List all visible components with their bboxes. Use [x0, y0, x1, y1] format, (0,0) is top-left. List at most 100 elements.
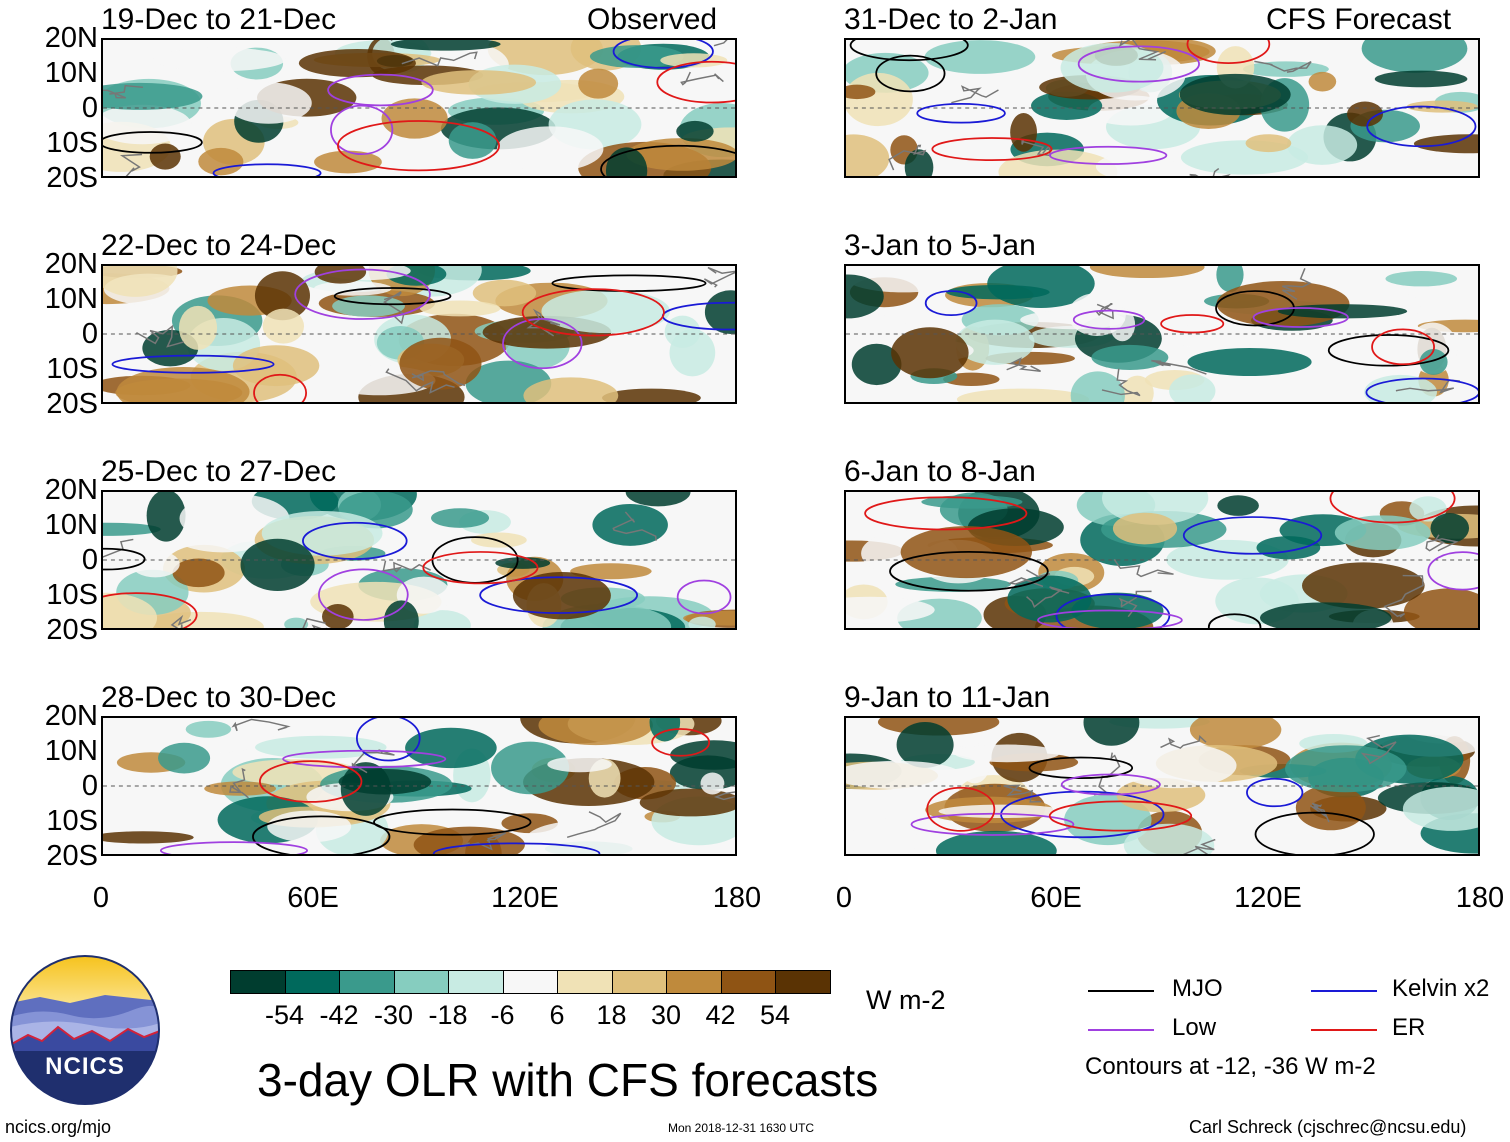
contour-er: [422, 551, 539, 585]
anomaly-blob: [700, 772, 725, 795]
coastline: [1003, 784, 1042, 803]
y-tick-label: 10N: [44, 283, 98, 315]
y-tick-label: 10N: [44, 735, 98, 767]
colorbar-tick-label: 42: [705, 1000, 736, 1030]
coastline: [385, 368, 455, 394]
olr-map-panel: [844, 716, 1480, 856]
anomaly-blob: [1403, 588, 1478, 628]
coastline: [1160, 734, 1207, 749]
coastline: [1118, 40, 1166, 61]
contour-kelvin-x2: [111, 354, 275, 374]
forecast-header: CFS Forecast: [1266, 3, 1452, 36]
anomaly-blob: [471, 532, 527, 548]
coastline: [1118, 590, 1152, 618]
contour-low: [294, 268, 431, 320]
colorbar-swatch: [339, 970, 395, 994]
anomaly-blob: [1112, 512, 1178, 545]
contour-kelvin-x2: [612, 40, 714, 69]
y-tick-label: 10N: [44, 57, 98, 89]
anomaly-blob: [103, 82, 203, 110]
olr-map-panel: [844, 38, 1480, 178]
credit: Carl Schreck (cjschrec@ncsu.edu): [1189, 1117, 1467, 1137]
anomaly-blob: [178, 305, 218, 350]
anomaly-blob: [896, 721, 954, 768]
contour-mjo: [849, 40, 969, 62]
y-tick-label: 20N: [44, 248, 98, 280]
contour-low: [1427, 551, 1478, 591]
anomaly-blob: [198, 147, 244, 176]
anomaly-blob: [625, 492, 691, 507]
colorbar-swatch: [775, 970, 831, 994]
legend-low-label: Low: [1172, 1014, 1217, 1041]
anomaly-blob: [846, 274, 884, 319]
coastline: [526, 308, 561, 337]
anomaly-blob: [103, 592, 158, 628]
anomaly-blob: [592, 504, 668, 546]
contour-er: [253, 373, 308, 402]
anomaly-blob: [523, 377, 619, 402]
contour-mjo: [889, 550, 1049, 592]
x-tick-label: 60E: [287, 882, 339, 914]
contour-mjo: [252, 815, 391, 854]
colorbar-tick-label: 54: [759, 1000, 791, 1030]
olr-map-panel: [101, 264, 737, 404]
coastline: [103, 538, 134, 558]
anomaly-blob: [998, 149, 1118, 176]
colorbar-swatch: [720, 970, 776, 994]
panel-title: 22-Dec to 24-Dec: [101, 229, 337, 262]
contour-mjo: [333, 287, 452, 306]
panel-title: 3-Jan to 5-Jan: [844, 229, 1036, 262]
contour-kelvin-x2: [924, 290, 978, 317]
anomaly-blob: [1242, 61, 1329, 77]
coastline: [888, 144, 927, 171]
chart-title: 3-day OLR with CFS forecasts: [257, 1054, 879, 1106]
coastline: [951, 85, 999, 104]
coastline: [302, 617, 326, 628]
x-tick-label: 180: [1455, 882, 1505, 914]
anomaly-blob: [1121, 375, 1154, 402]
contour-note: Contours at -12, -36 W m-2: [1085, 1053, 1376, 1080]
contour-er: [931, 137, 1053, 162]
anomaly-blob: [158, 742, 211, 774]
contour-low: [159, 841, 308, 854]
coastline: [1309, 802, 1330, 823]
contour-mjo: [600, 144, 735, 176]
contour-low: [502, 317, 583, 370]
anomaly-blob: [639, 788, 735, 817]
contour-mjo: [875, 54, 946, 93]
contour-er: [337, 120, 500, 172]
anomaly-blob: [1216, 266, 1244, 293]
coastline: [1282, 268, 1312, 300]
timestamp: Mon 2018-12-31 1630 UTC: [668, 1121, 815, 1135]
coastline: [713, 40, 728, 47]
colorbar-swatch: [502, 970, 558, 994]
olr-anomaly-field: [846, 492, 1478, 628]
anomaly-blob: [1402, 786, 1478, 831]
website-link[interactable]: ncics.org/mjo: [5, 1117, 112, 1137]
panel-title: 6-Jan to 8-Jan: [844, 455, 1036, 488]
contour-mjo: [373, 808, 532, 836]
coastline: [401, 51, 478, 67]
legend-mjo-line: [1088, 990, 1154, 992]
coastline: [119, 153, 143, 176]
coastline: [1360, 734, 1397, 765]
colorbar-tick-label: 18: [596, 1000, 627, 1030]
contour-low: [327, 73, 434, 107]
coastline: [1182, 838, 1216, 854]
anomaly-blob: [153, 47, 286, 72]
coastline: [612, 511, 657, 541]
anomaly-blob: [405, 727, 497, 769]
legend-er-label: ER: [1392, 1014, 1426, 1041]
contour-mjo: [1028, 756, 1134, 780]
colorbar-tick-label: -54: [264, 1000, 305, 1030]
anomaly-blob: [332, 295, 405, 317]
contour-kelvin-x2: [212, 163, 322, 176]
anomaly-blob: [495, 557, 551, 569]
colorbar-swatch: [611, 970, 667, 994]
legend-mjo-label: MJO: [1172, 975, 1223, 1002]
anomaly-blob: [314, 281, 392, 296]
anomaly-blob: [1256, 536, 1321, 560]
contour-mjo: [1207, 613, 1262, 628]
anomaly-blob: [472, 279, 537, 307]
y-tick-label: 20S: [46, 614, 98, 646]
